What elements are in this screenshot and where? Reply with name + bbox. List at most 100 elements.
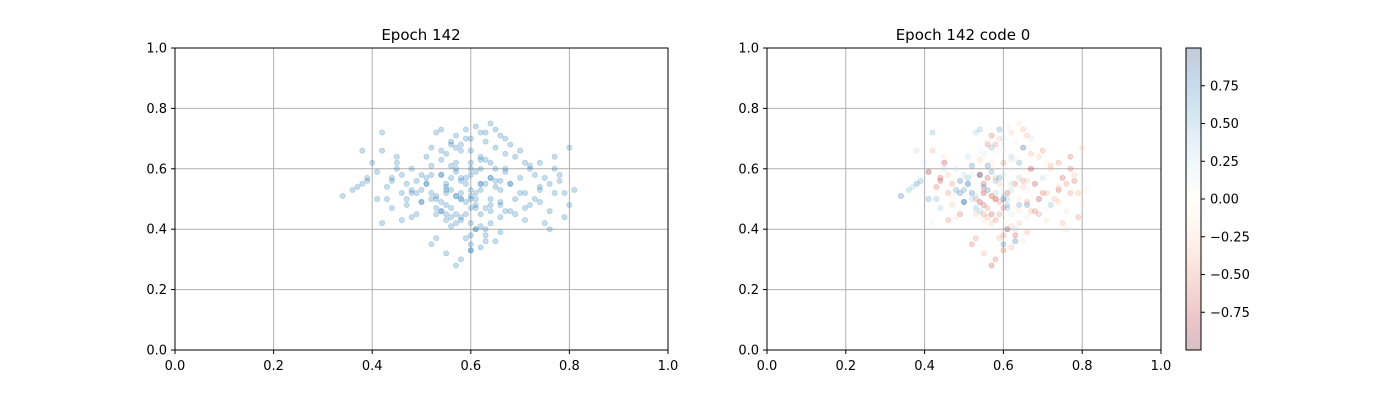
data-point: [393, 159, 400, 166]
data-point: [1008, 223, 1015, 230]
data-point: [897, 192, 904, 199]
data-point: [984, 223, 991, 230]
data-point: [418, 186, 425, 193]
data-point: [1000, 135, 1007, 142]
data-point: [517, 174, 524, 181]
data-point: [551, 165, 558, 172]
data-point: [1024, 214, 1031, 221]
data-point: [996, 211, 1003, 218]
data-point: [945, 189, 952, 196]
data-point: [972, 235, 979, 242]
data-point: [1004, 123, 1011, 130]
data-point: [453, 192, 460, 199]
data-point: [941, 153, 948, 160]
data-point: [1020, 183, 1027, 190]
data-point: [1012, 232, 1019, 239]
data-point: [487, 195, 494, 202]
y-tick-label: 0.6: [738, 162, 759, 177]
data-point: [980, 180, 987, 187]
data-point: [1047, 162, 1054, 169]
data-point: [423, 174, 430, 181]
data-point: [497, 177, 504, 184]
data-point: [949, 180, 956, 187]
data-point: [502, 135, 509, 142]
x-tick-label: 0.8: [1072, 359, 1093, 374]
data-point: [457, 177, 464, 184]
data-point: [1020, 238, 1027, 245]
data-point: [354, 183, 361, 190]
data-point: [1047, 202, 1054, 209]
data-point: [984, 141, 991, 148]
colorbar-tick-label: 0.00: [1210, 193, 1239, 208]
data-point: [937, 174, 944, 181]
data-point: [1016, 208, 1023, 215]
data-point: [1031, 141, 1038, 148]
data-point: [1035, 211, 1042, 218]
data-point: [1024, 199, 1031, 206]
data-point: [487, 208, 494, 215]
data-point: [433, 205, 440, 212]
data-point: [467, 165, 474, 172]
data-point: [976, 199, 983, 206]
colorbar-tick-label: −0.50: [1210, 268, 1250, 283]
data-point: [913, 180, 920, 187]
data-point: [984, 214, 991, 221]
data-point: [1000, 205, 1007, 212]
data-point: [526, 165, 533, 172]
data-point: [428, 189, 435, 196]
data-point: [961, 199, 968, 206]
data-point: [992, 195, 999, 202]
data-point: [536, 186, 543, 193]
data-point: [448, 186, 455, 193]
data-point: [359, 180, 366, 187]
data-point: [933, 183, 940, 190]
data-point: [1004, 226, 1011, 233]
data-point: [423, 153, 430, 160]
data-point: [1004, 226, 1011, 233]
data-point: [992, 141, 999, 148]
data-point: [487, 174, 494, 181]
data-point: [497, 202, 504, 209]
data-point: [925, 168, 932, 175]
plot-title: Epoch 142: [381, 26, 460, 44]
x-tick-label: 1.0: [1151, 359, 1172, 374]
data-point: [933, 195, 940, 202]
y-tick-label: 1.0: [146, 42, 167, 57]
data-point: [1000, 195, 1007, 202]
data-point: [984, 174, 991, 181]
x-tick-label: 0.4: [362, 359, 383, 374]
data-point: [536, 183, 543, 190]
colorbar-tick-label: 0.50: [1210, 117, 1239, 132]
data-point: [546, 226, 553, 233]
data-point: [1079, 144, 1086, 151]
colorbar-gradient: [1186, 48, 1201, 350]
points: [897, 120, 1090, 269]
data-point: [1016, 220, 1023, 227]
data-point: [453, 144, 460, 151]
data-point: [917, 177, 924, 184]
data-point: [976, 171, 983, 178]
data-point: [502, 208, 509, 215]
data-point: [428, 241, 435, 248]
data-point: [497, 199, 504, 206]
data-point: [408, 214, 415, 221]
data-point: [1020, 126, 1027, 133]
data-point: [472, 202, 479, 209]
data-point: [453, 262, 460, 269]
data-point: [433, 235, 440, 242]
data-point: [1004, 202, 1011, 209]
data-point: [964, 180, 971, 187]
data-point: [1004, 195, 1011, 202]
data-point: [980, 211, 987, 218]
data-point: [937, 177, 944, 184]
data-point: [1071, 177, 1078, 184]
data-point: [457, 189, 464, 196]
data-point: [1004, 189, 1011, 196]
data-point: [546, 180, 553, 187]
data-point: [913, 147, 920, 154]
data-point: [482, 138, 489, 145]
data-point: [418, 171, 425, 178]
data-point: [566, 202, 573, 209]
y-axis: 0.0 0.2 0.4 0.6 0.8 1.0: [146, 42, 175, 359]
